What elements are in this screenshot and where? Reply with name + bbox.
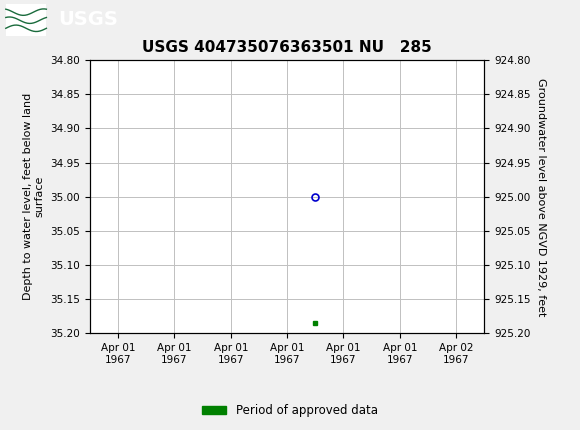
Legend: Period of approved data: Period of approved data <box>198 399 382 422</box>
Title: USGS 404735076363501 NU   285: USGS 404735076363501 NU 285 <box>142 40 432 55</box>
Bar <box>6 4 46 37</box>
Y-axis label: Depth to water level, feet below land
surface: Depth to water level, feet below land su… <box>23 93 45 300</box>
Y-axis label: Groundwater level above NGVD 1929, feet: Groundwater level above NGVD 1929, feet <box>536 77 546 316</box>
Text: USGS: USGS <box>58 10 118 29</box>
